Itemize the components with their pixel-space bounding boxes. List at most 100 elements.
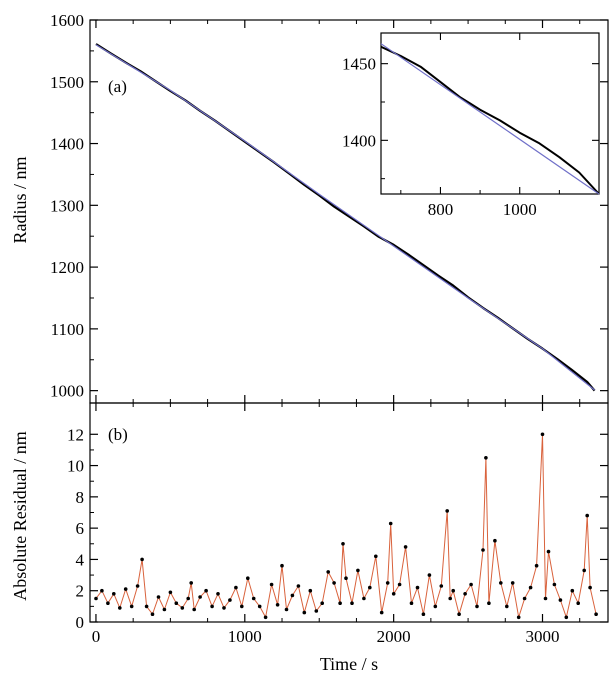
residual-point (251, 596, 256, 601)
residual-point (570, 588, 575, 593)
residual-point (564, 615, 569, 620)
inset-frame (380, 32, 600, 195)
residual-point (280, 563, 284, 568)
residual-point (302, 610, 307, 615)
residual-point (246, 576, 250, 580)
residual-point (433, 604, 438, 609)
residual-point (308, 588, 313, 593)
residual-point (326, 570, 331, 574)
residual-point (140, 557, 144, 562)
residual-point (123, 587, 128, 591)
residual-point (344, 576, 348, 580)
panel-a-inset: 1400 1450 800 1000 (342, 32, 600, 219)
panel-a-ytick-label: 1200 (50, 258, 84, 277)
residual-point (189, 581, 193, 585)
residual-point (415, 585, 420, 590)
residual-point (391, 592, 396, 596)
residual-point (540, 432, 545, 437)
panel-b-ytick-label: 8 (76, 488, 85, 507)
residual-point (338, 601, 342, 605)
residual-point (100, 588, 104, 593)
residual-point (475, 604, 479, 609)
residual-point (234, 585, 238, 590)
residual-point (388, 521, 393, 526)
residual-point (552, 582, 557, 587)
residual-point (168, 590, 173, 595)
residual-point (332, 581, 336, 585)
residual-point (582, 568, 586, 573)
residual-point (409, 601, 414, 605)
residual-point (290, 593, 295, 598)
residual-point (546, 549, 551, 554)
residual-point (576, 601, 580, 605)
residual-point (263, 615, 268, 620)
panel-a-ytick-label: 1100 (51, 320, 84, 339)
residual-point (421, 612, 426, 616)
residual-point (522, 596, 527, 601)
residual-point (534, 563, 539, 568)
residual-point (210, 604, 214, 609)
x-tick-label: 3000 (526, 627, 560, 646)
panel-a-fit-series (95, 44, 595, 391)
residual-point (469, 582, 473, 587)
residual-point (427, 573, 432, 577)
residual-point (257, 604, 262, 609)
residual-point (174, 601, 179, 605)
residual-point (150, 612, 155, 616)
residual-point (439, 584, 444, 588)
residual-point (585, 513, 589, 518)
residual-point (505, 604, 509, 609)
residual-point (204, 588, 208, 593)
residual-point (228, 598, 232, 602)
panel-b-label: (b) (108, 425, 128, 444)
residual-point (144, 604, 149, 609)
x-tick-label: 1000 (228, 627, 262, 646)
residual-point (588, 585, 592, 590)
x-tick-label: 2000 (377, 627, 411, 646)
residual-point (463, 592, 467, 596)
panel-b-ytick-label: 2 (76, 582, 85, 601)
inset-xtick-label: 1000 (503, 200, 537, 219)
residual-point (192, 607, 196, 612)
panel-a-ytick-label: 1000 (50, 382, 84, 401)
residual-point (350, 601, 354, 605)
residual-point (216, 592, 220, 596)
residual-point (499, 581, 503, 585)
inset-ytick-label: 1450 (342, 55, 376, 74)
residual-point (162, 607, 167, 612)
panel-a-ytick-label: 1600 (50, 11, 84, 30)
residual-point (558, 598, 563, 602)
residual-point (448, 596, 453, 601)
inset-xtick-label: 800 (428, 200, 454, 219)
residual-point (445, 509, 450, 513)
panel-a-ytick-label: 1400 (50, 135, 84, 154)
residual-point (403, 545, 408, 549)
residual-point (451, 588, 456, 593)
residual-point (156, 595, 161, 599)
residual-point (186, 596, 190, 601)
residual-point (275, 603, 280, 607)
residual-point (385, 581, 390, 585)
residual-point (594, 612, 598, 616)
panel-b-ytick-label: 10 (67, 457, 84, 476)
residual-point (180, 606, 185, 610)
residual-point (341, 542, 345, 546)
residual-point (543, 596, 548, 601)
panel-b-residual-line (95, 433, 597, 618)
residual-point (269, 582, 274, 587)
residual-point (368, 585, 372, 590)
residual-point (94, 596, 98, 601)
x-tick-label: 0 (92, 627, 101, 646)
residual-point (374, 554, 378, 559)
x-axis-label: Time / s (320, 654, 378, 674)
residual-point (240, 604, 244, 609)
residual-point (457, 612, 461, 616)
residual-point (510, 581, 515, 585)
panel-a-label: (a) (108, 77, 127, 96)
residual-point (320, 601, 325, 605)
residual-point (106, 601, 110, 605)
residual-point (356, 568, 360, 573)
panel-b-ytick-label: 6 (76, 519, 85, 538)
inset-measured-series (380, 45, 600, 195)
